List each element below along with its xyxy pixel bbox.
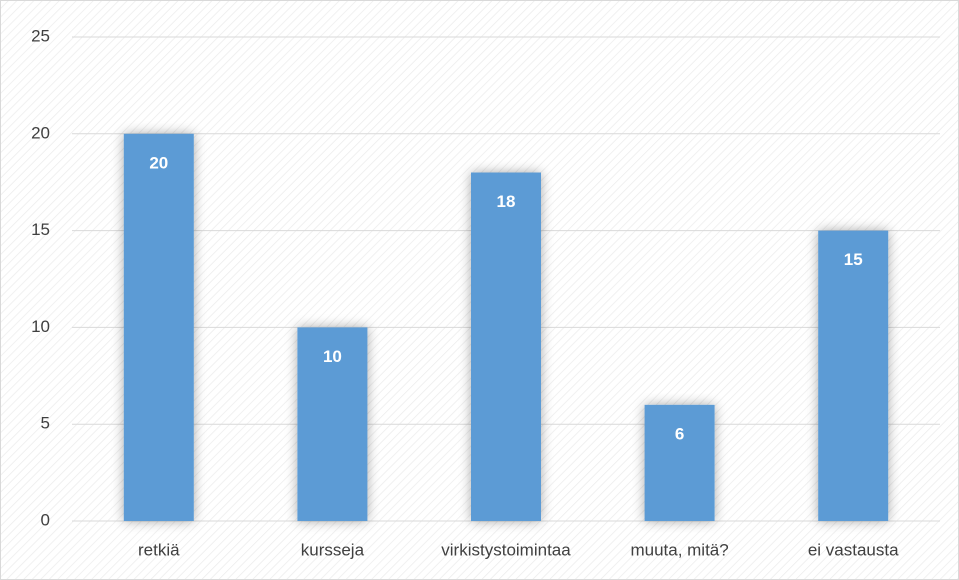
- data-label: 18: [497, 192, 516, 211]
- data-label: 10: [323, 347, 342, 366]
- x-tick-label: virkistystoimintaa: [441, 540, 571, 559]
- y-tick-label: 10: [31, 317, 50, 336]
- bar: [471, 172, 541, 521]
- y-tick-label: 0: [41, 510, 50, 529]
- x-tick-label: retkiä: [138, 540, 180, 559]
- bar: [818, 230, 889, 521]
- bar: [297, 327, 368, 521]
- x-tick-label: kursseja: [301, 540, 365, 559]
- bar: [123, 133, 194, 522]
- y-tick-label: 25: [31, 26, 50, 45]
- data-label: 6: [675, 424, 684, 443]
- y-tick-label: 5: [41, 414, 50, 433]
- x-tick-label: ei vastausta: [808, 540, 899, 559]
- y-tick-label: 20: [31, 123, 50, 142]
- bar: [644, 404, 715, 521]
- data-label: 15: [844, 250, 863, 269]
- x-tick-label: muuta, mitä?: [630, 540, 728, 559]
- y-tick-label: 15: [31, 220, 50, 239]
- data-label: 20: [149, 153, 168, 172]
